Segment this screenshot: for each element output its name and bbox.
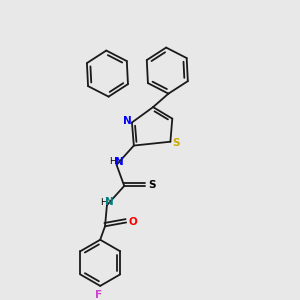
Text: H: H [100,198,106,207]
Text: N: N [123,116,131,126]
Text: F: F [95,290,102,300]
Text: S: S [172,138,180,148]
Text: H: H [109,158,116,166]
Text: O: O [128,218,137,227]
Text: N: N [105,197,114,207]
Text: N: N [115,157,124,167]
Text: S: S [148,180,156,190]
